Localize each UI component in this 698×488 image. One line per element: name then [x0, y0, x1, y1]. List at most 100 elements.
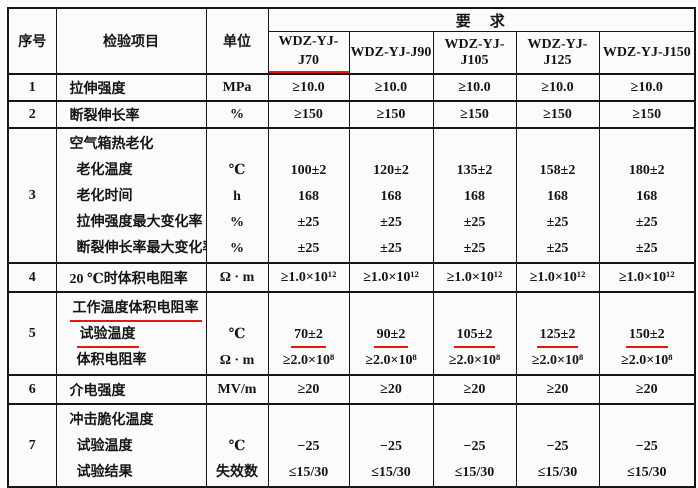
- group-value-underlined: 90±2: [373, 325, 409, 348]
- group-value: 125±2: [517, 322, 598, 348]
- table-row: 6 介电强度 MV/m ≥20 ≥20 ≥20 ≥20 ≥20: [7, 374, 696, 405]
- cell-item: 20 ℃时体积电阻率: [55, 262, 207, 293]
- model-header-4: WDZ-YJ-J150: [598, 31, 696, 75]
- group-title: 工作温度体积电阻率: [69, 296, 206, 322]
- group-subitem: 老化温度: [76, 163, 133, 178]
- blank-line: [600, 132, 694, 158]
- cell-value: ≥10.0: [432, 73, 517, 102]
- group-unit: %: [230, 215, 244, 230]
- table-row: 2 断裂伸长率 % ≥150 ≥150 ≥150 ≥150 ≥150: [7, 100, 696, 129]
- group-subitem: 老化时间: [76, 189, 133, 204]
- blank-line: [517, 132, 598, 158]
- group-value: ±25: [380, 241, 402, 256]
- group-value-underlined: 150±2: [625, 325, 668, 348]
- group-value: 135±2: [456, 163, 493, 178]
- group-unit: 失效数: [216, 465, 258, 480]
- blank-line: [434, 296, 515, 322]
- cell-value: ≥1.0×10¹²: [598, 262, 696, 293]
- cell-value-group: −25 ≤15/30: [267, 403, 350, 488]
- group-unit: ℃: [228, 327, 246, 342]
- group-unit: h: [233, 189, 241, 204]
- cell-no: 2: [7, 100, 57, 129]
- cell-unit: %: [205, 100, 269, 129]
- cell-value-group: −25 ≤15/30: [515, 403, 600, 488]
- cell-item-group: 冲击脆化温度 试验温度 试验结果: [55, 403, 207, 488]
- cell-value-group: 100±2 168 ±25 ±25: [267, 127, 350, 264]
- group-value: ≤15/30: [537, 465, 578, 480]
- group-value: ≤15/30: [288, 465, 329, 480]
- cell-value: ≥20: [267, 374, 350, 405]
- cell-value: ≥20: [348, 374, 434, 405]
- group-title-underlined: 工作温度体积电阻率: [69, 299, 202, 322]
- cell-no: 5: [7, 291, 57, 376]
- cell-unit-group: ℃ Ω · m: [205, 291, 269, 376]
- group-value: ±25: [463, 241, 486, 256]
- model-header-1: WDZ-YJ-J90: [348, 31, 434, 75]
- group-subitem: 拉伸强度最大变化率: [76, 215, 203, 230]
- group-value: 150±2: [600, 322, 694, 348]
- cell-no: 3: [7, 127, 57, 264]
- group-subitem: 试验结果: [76, 465, 133, 480]
- group-value: ≥2.0×10⁸: [531, 353, 584, 368]
- group-value: 168: [380, 189, 402, 204]
- cell-no: 1: [7, 73, 57, 102]
- group-subitem: 断裂伸长率最大变化率: [76, 241, 206, 256]
- blank-line: [600, 296, 694, 322]
- group-value: 90±2: [350, 322, 432, 348]
- cell-item: 断裂伸长率: [55, 100, 207, 129]
- group-value: 168: [464, 189, 485, 204]
- table-row-group: 3 空气箱热老化 老化温度 老化时间 拉伸强度最大变化率 断裂伸长率最大变化率 …: [7, 127, 696, 264]
- group-value-underlined: 70±2: [291, 325, 326, 348]
- group-value: 168: [636, 189, 658, 204]
- spec-table: 序号 检验项目 单位 要 求 WDZ-YJ-J70 WDZ-YJ-J90 WDZ…: [7, 7, 697, 488]
- cell-value: ≥20: [598, 374, 696, 405]
- group-title: 冲击脆化温度: [69, 413, 154, 428]
- cell-unit-group: ℃ h % %: [205, 127, 269, 264]
- cell-value: ≥10.0: [598, 73, 696, 102]
- cell-value-group: 125±2 ≥2.0×10⁸: [515, 291, 600, 376]
- group-value: ≤15/30: [371, 465, 411, 480]
- model-label-underlined: WDZ-YJ-J70: [269, 32, 348, 73]
- group-value: ±25: [635, 215, 658, 230]
- cell-value-group: −25 ≤15/30: [348, 403, 434, 488]
- cell-value: ≥150: [348, 100, 434, 129]
- cell-value-group: 120±2 168 ±25 ±25: [348, 127, 434, 264]
- blank-line: [207, 296, 267, 322]
- group-value: −25: [463, 439, 486, 454]
- model-header-3: WDZ-YJ-J125: [515, 31, 600, 75]
- cell-value: ≥10.0: [267, 73, 350, 102]
- group-value: ±25: [380, 215, 402, 230]
- blank-line: [350, 132, 432, 158]
- cell-value: ≥1.0×10¹²: [348, 262, 434, 293]
- blank-line: [269, 408, 348, 434]
- cell-no: 7: [7, 403, 57, 488]
- col-header-no: 序号: [7, 7, 57, 75]
- blank-line: [350, 296, 432, 322]
- header-row-models: WDZ-YJ-J70 WDZ-YJ-J90 WDZ-YJ-J105 WDZ-YJ…: [8, 31, 696, 75]
- group-value: 120±2: [373, 163, 409, 178]
- table-row-group: 7 冲击脆化温度 试验温度 试验结果 ℃ 失效数 −25 ≤15/30 −25 …: [7, 403, 696, 488]
- cell-item: 介电强度: [55, 374, 207, 405]
- group-value: 158±2: [539, 163, 576, 178]
- blank-line: [207, 408, 267, 434]
- model-header-2: WDZ-YJ-J105: [432, 31, 517, 75]
- group-value: ≥2.0×10⁸: [282, 353, 335, 368]
- blank-line: [600, 408, 694, 434]
- cell-value-group: 90±2 ≥2.0×10⁸: [348, 291, 434, 376]
- group-value: −25: [546, 439, 569, 454]
- blank-line: [269, 296, 348, 322]
- cell-value: ≥1.0×10¹²: [267, 262, 350, 293]
- group-value: ≥2.0×10⁸: [448, 353, 501, 368]
- cell-value-group: 135±2 168 ±25 ±25: [432, 127, 517, 264]
- cell-value: ≥150: [515, 100, 600, 129]
- group-title: 空气箱热老化: [69, 137, 154, 152]
- cell-value: ≥20: [432, 374, 517, 405]
- cell-no: 4: [7, 262, 57, 293]
- group-subitem: 试验温度: [76, 439, 133, 454]
- cell-value-group: 158±2 168 ±25 ±25: [515, 127, 600, 264]
- blank-line: [517, 296, 598, 322]
- cell-value: ≥150: [432, 100, 517, 129]
- cell-value-group: 150±2 ≥2.0×10⁸: [598, 291, 696, 376]
- group-value: ±25: [297, 241, 320, 256]
- cell-value-group: 105±2 ≥2.0×10⁸: [432, 291, 517, 376]
